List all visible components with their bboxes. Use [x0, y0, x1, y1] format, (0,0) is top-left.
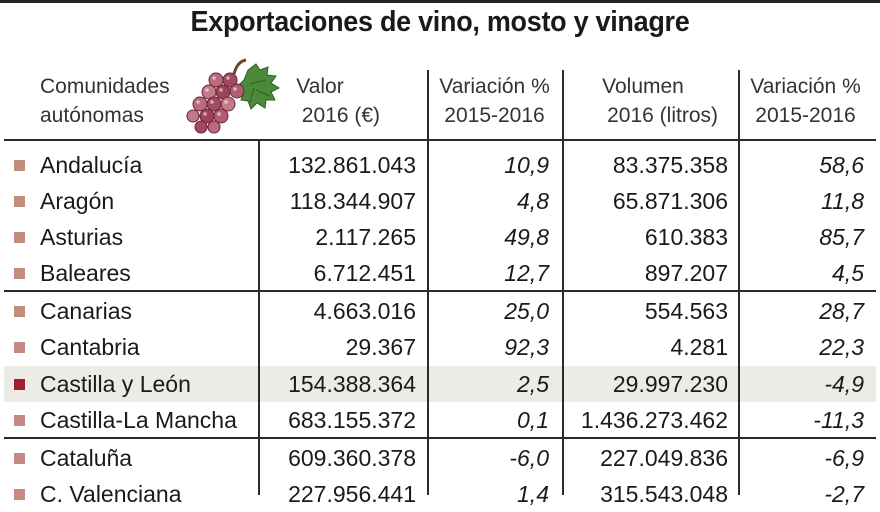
row-volumen: 29.997.230 — [612, 371, 728, 397]
row-name: Andalucía — [40, 152, 143, 178]
row-valor: 118.344.907 — [289, 188, 416, 214]
row-variacion-volumen: 85,7 — [819, 224, 864, 250]
row-valor: 227.956.441 — [288, 481, 416, 507]
row-variacion-valor: 10,9 — [504, 152, 549, 178]
top-rule — [0, 0, 880, 3]
row-name: Castilla y León — [40, 371, 191, 397]
header-valor-line2: 2016 (€) — [301, 104, 380, 127]
row-variacion-valor: 49,8 — [504, 224, 549, 250]
header-variacion-volumen-line1: Variación % — [750, 75, 861, 98]
row-variacion-valor: 0,1 — [517, 407, 549, 433]
row-marker — [14, 306, 25, 317]
table-row: Aragón 118.344.907 4,8 65.871.306 11,8 — [4, 183, 876, 219]
table-row: Cataluña 609.360.378 -6,0 227.049.836 -6… — [4, 440, 876, 476]
row-variacion-volumen: 58,6 — [819, 152, 864, 178]
header-volumen-line2: 2016 (litros) — [607, 104, 718, 127]
header-comunidades-line2: autónomas — [40, 104, 144, 127]
row-marker — [14, 415, 25, 426]
row-variacion-volumen: -11,3 — [813, 407, 864, 433]
row-marker — [14, 268, 25, 279]
header-comunidades-line1: Comunidades — [40, 75, 170, 98]
row-name: Castilla-La Mancha — [40, 407, 237, 433]
row-variacion-volumen: -6,9 — [824, 445, 864, 471]
header-divider — [4, 139, 876, 141]
table-row: Asturias 2.117.265 49,8 610.383 85,7 — [4, 219, 876, 255]
row-volumen: 1.436.273.462 — [580, 407, 728, 433]
row-volumen: 83.375.358 — [612, 152, 728, 178]
table-row: Baleares 6.712.451 12,7 897.207 4,5 — [4, 255, 876, 291]
table-row: Cantabria 29.367 92,3 4.281 22,3 — [4, 329, 876, 365]
row-name: C. Valenciana — [40, 481, 182, 507]
column-divider — [258, 140, 260, 495]
row-name: Cantabria — [40, 334, 140, 360]
row-variacion-valor: 12,7 — [504, 260, 549, 286]
row-variacion-volumen: 11,8 — [820, 188, 864, 214]
row-variacion-volumen: 22,3 — [819, 334, 864, 360]
header-volumen-line1: Volumen — [602, 75, 684, 98]
row-name: Aragón — [40, 188, 115, 214]
header-variacion-valor-line2: 2015-2016 — [444, 104, 545, 127]
row-variacion-valor: 92,3 — [504, 334, 549, 360]
row-valor: 609.360.378 — [288, 445, 416, 471]
row-variacion-valor: 25,0 — [504, 298, 549, 324]
header-variacion-valor: Variación % 2015-2016 — [428, 72, 561, 132]
table-row: Castilla-La Mancha 683.155.372 0,1 1.436… — [4, 402, 876, 438]
row-volumen: 554.563 — [644, 298, 728, 324]
header-variacion-volumen-line2: 2015-2016 — [755, 104, 856, 127]
row-variacion-volumen: 28,7 — [819, 298, 864, 324]
table-row: C. Valenciana 227.956.441 1,4 315.543.04… — [4, 476, 876, 512]
row-volumen: 610.383 — [644, 224, 728, 250]
row-valor: 154.388.364 — [288, 371, 416, 397]
row-valor: 6.712.451 — [313, 260, 416, 286]
row-marker — [14, 342, 25, 353]
row-name: Cataluña — [40, 445, 133, 471]
header-valor-line1: Valor — [296, 75, 344, 98]
row-variacion-valor: 1,4 — [517, 481, 549, 507]
row-variacion-volumen: -2,7 — [824, 481, 864, 507]
row-valor: 2.117.265 — [315, 224, 416, 250]
column-divider — [738, 70, 740, 495]
row-volumen: 897.207 — [644, 260, 728, 286]
grapes-icon — [186, 58, 281, 134]
row-volumen: 315.543.048 — [600, 481, 728, 507]
group-divider — [4, 290, 876, 292]
row-name: Canarias — [40, 298, 133, 324]
row-marker — [14, 160, 25, 171]
column-divider — [427, 70, 429, 495]
row-volumen: 65.871.306 — [612, 188, 728, 214]
row-volumen: 227.049.836 — [600, 445, 728, 471]
table-row: Canarias 4.663.016 25,0 554.563 28,7 — [4, 293, 876, 329]
row-valor: 132.861.043 — [288, 152, 416, 178]
row-name: Baleares — [40, 260, 131, 286]
column-divider — [562, 70, 564, 495]
header-variacion-volumen: Variación % 2015-2016 — [739, 72, 872, 132]
row-valor: 29.367 — [345, 334, 416, 360]
row-volumen: 4.281 — [670, 334, 728, 360]
table-row-highlighted: Castilla y León 154.388.364 2,5 29.997.2… — [4, 366, 876, 402]
row-variacion-valor: -6,0 — [509, 445, 549, 471]
row-valor: 4.663.016 — [313, 298, 416, 324]
group-divider — [4, 437, 876, 439]
row-variacion-volumen: -4,9 — [824, 371, 864, 397]
header-comunidades: Comunidades autónomas — [40, 72, 170, 132]
header-valor: Valor 2016 (€) — [260, 72, 380, 132]
row-name: Asturias — [40, 224, 124, 250]
row-valor: 683.155.372 — [288, 407, 416, 433]
header-volumen: Volumen 2016 (litros) — [568, 72, 718, 132]
row-marker — [14, 196, 25, 207]
row-variacion-volumen: 4,5 — [832, 260, 864, 286]
row-variacion-valor: 2,5 — [517, 371, 549, 397]
page-title: Exportaciones de vino, mosto y vinagre — [190, 6, 690, 38]
row-marker — [14, 232, 25, 243]
row-variacion-valor: 4,8 — [517, 188, 549, 214]
row-marker — [14, 379, 25, 390]
row-marker — [14, 453, 25, 464]
header-variacion-valor-line1: Variación % — [439, 75, 550, 98]
table-row: Andalucía 132.861.043 10,9 83.375.358 58… — [4, 147, 876, 183]
